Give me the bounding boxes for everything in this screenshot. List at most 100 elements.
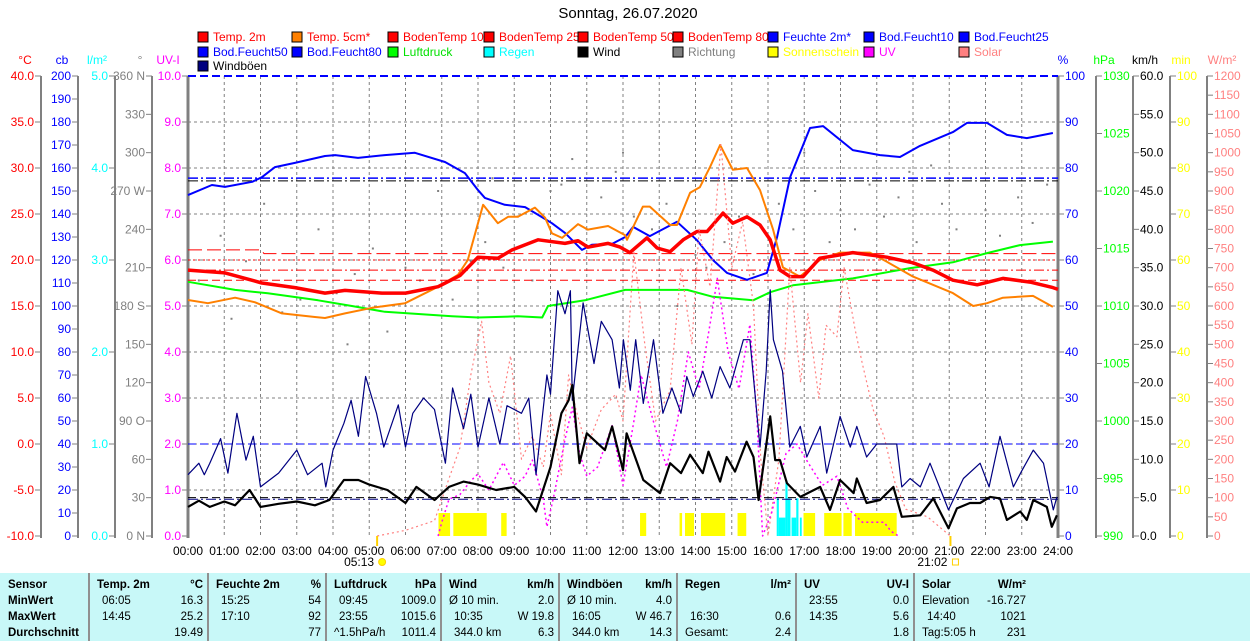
column-unit: l/m² [770,579,791,591]
axis-tick-label: 10 [1177,483,1191,497]
direction-point [451,298,454,301]
axis-tick-label: 600 [1214,299,1234,313]
axis-tick-label: 150 [51,184,71,198]
axis-tick-label: 100 [51,299,71,313]
cell-value: 1.8 [893,627,909,639]
x-tick-label: 23:00 [1007,544,1037,558]
axis-tick-label: 1150 [1214,88,1240,102]
sunshine-bar [855,513,897,536]
cell-value: 5.6 [893,611,909,623]
x-tick-label: 03:00 [282,544,312,558]
cell-label: Elevation [922,595,970,607]
axis-tick-label: 45.0 [1140,184,1164,198]
axis-tick-label: 9.0 [164,115,181,129]
legend-swatch [577,31,589,43]
axis-tick-label: 15.0 [11,299,35,313]
cell-value: 2.0 [538,595,554,607]
axis-tick-label: 450 [1214,357,1234,371]
rain-bar [791,517,797,536]
axis-tick-label: 1025 [1103,127,1130,141]
legend-label: BodenTemp 50 [593,30,674,44]
axis-tick-label: 5.0 [17,391,34,405]
axis-tick-label: 140 [51,207,71,221]
axis-tick-label: 120 [51,253,71,267]
x-tick-label: 00:00 [173,544,203,558]
axis-unit-temp: °C [18,53,32,67]
axis-tick-label: 1020 [1103,184,1130,198]
column-unit: W/m² [997,579,1026,591]
legend-label: Wind [593,45,620,59]
direction-point [614,170,617,173]
axis-tick-label: 40.0 [1140,222,1164,236]
cell-value: 1015.6 [400,611,436,623]
axis-tick-label: 40.0 [11,69,35,83]
axis-unit-uv: UV-I [156,53,179,67]
column-header: Windböen [567,579,623,591]
legend-swatch [387,31,399,43]
axis-tick-label: 15.0 [1140,414,1164,428]
direction-point [915,241,918,244]
x-tick-label: 02:00 [245,544,275,558]
axis-tick-label: 0.0 [164,529,181,543]
cell-value: 25.2 [180,611,203,623]
axis-tick-label: 10.0 [1140,452,1164,466]
rain-bar [787,498,791,536]
legend-label: Bod.Feucht50 [213,45,288,59]
column-unit: km/h [527,579,554,591]
axis-tick-label: 6.0 [164,253,181,267]
cell-label: 16:05 [572,611,601,623]
axis-tick-label: 200 [51,69,71,83]
cell-label: Tag:5:05 h [922,627,976,639]
sunset-time: 21:02 [917,555,947,569]
rain-bar [785,480,788,536]
legend-swatch [197,46,209,58]
axis-tick-label: 50.0 [1140,146,1164,160]
direction-point [868,183,871,186]
axis-tick-label: 350 [1214,395,1234,409]
axis-tick-label: 30 [132,491,146,505]
row-label: Sensor [8,579,47,591]
chart-title: Sonntag, 26.07.2020 [558,5,698,22]
axis-tick-label: 0 N [126,529,145,543]
series-wind [187,383,1058,530]
legend-label: BodenTemp 10 [403,30,484,44]
axis-tick-label: 90 [1065,115,1079,129]
axis-tick-label: 0.0 [1140,529,1157,543]
direction-point [941,202,943,205]
sunshine-bar [700,513,726,536]
legend-swatch [958,46,970,58]
legend-label: UV [879,45,896,59]
sunshine-bar [640,513,647,536]
legend-swatch [577,46,589,58]
legend-label: Regen [499,45,534,59]
direction-point [484,241,487,244]
axis-tick-label: 90 [58,322,72,336]
axis-tick-label: 0 [1177,529,1184,543]
axis-tick-label: 30.0 [11,161,35,175]
cell-value: 2.4 [775,627,791,639]
direction-point [752,273,755,276]
axis-tick-label: 90 O [119,414,145,428]
table-column-windb-en: Windböen km/h Ø 10 min. 4.0 16:05 W 46.7 344.0… [558,573,678,641]
x-tick-label: 17:00 [789,544,819,558]
axis-tick-label: 750 [1214,242,1234,256]
axis-tick-label: 8.0 [164,161,181,175]
axis-tick-label: 250 [1214,433,1234,447]
direction-point [371,247,374,250]
cell-value: 1009.0 [400,595,436,607]
column-unit: UV-I [886,579,909,591]
series-temp-2m [187,211,1059,295]
axis-tick-label: 360 N [113,69,145,83]
direction-point [930,164,933,167]
table-column-solar: Solar W/m² Elevation -16.727 14:40 1021 Tag:5:… [913,573,1032,641]
axis-tick-label: 270 W [110,184,145,198]
direction-point [803,151,806,154]
cell-label: 09:45 [339,595,368,607]
direction-point [738,215,740,218]
x-tick-label: 18:00 [825,544,855,558]
x-tick-label: 05:00 [354,544,384,558]
axis-tick-label: 3.0 [164,391,181,405]
axis-tick-label: 1005 [1103,357,1130,371]
column-unit: % [310,579,321,591]
x-tick-label: 07:00 [427,544,457,558]
